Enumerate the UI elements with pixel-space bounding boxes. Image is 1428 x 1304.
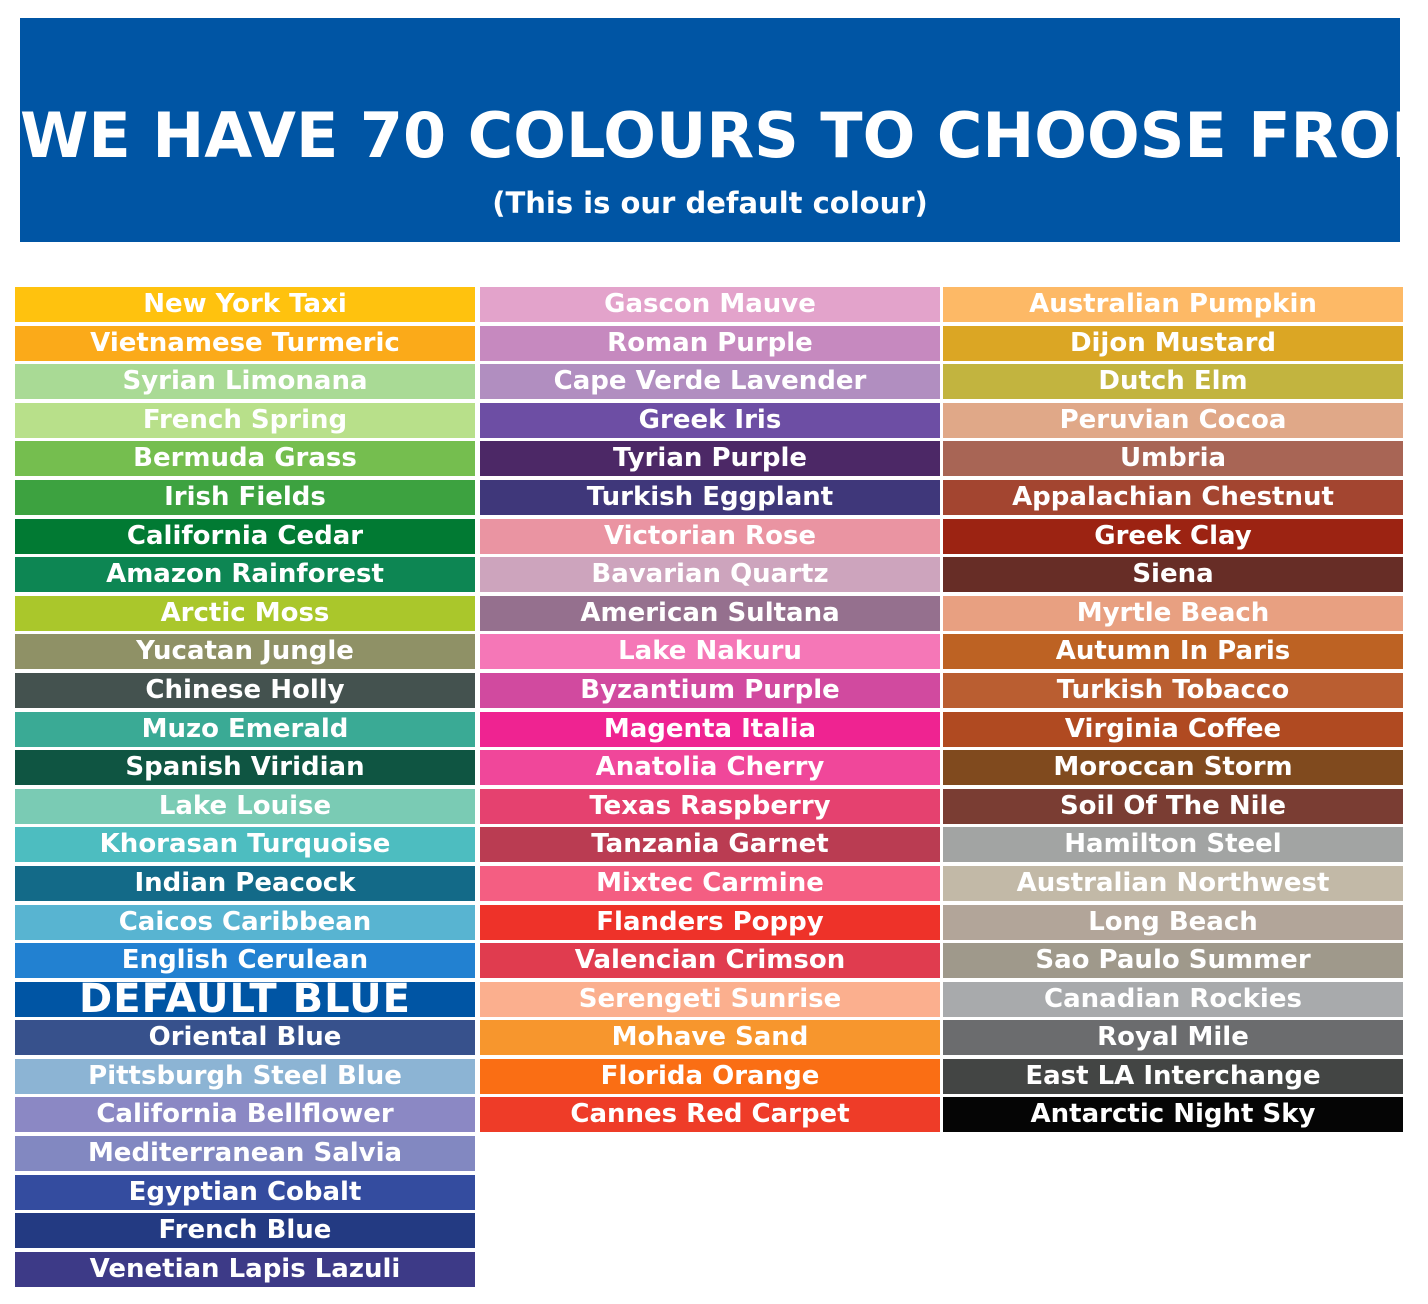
colour-swatch: Venetian Lapis Lazuli <box>15 1251 475 1287</box>
colour-swatch: Byzantium Purple <box>480 672 940 708</box>
header-banner: WE HAVE 70 COLOURS TO CHOOSE FROM! (This… <box>20 18 1428 242</box>
colour-swatch: Soil Of The Nile <box>943 788 1403 824</box>
colour-swatch: Syrian Limonana <box>15 364 475 400</box>
colour-swatch: Appalachian Chestnut <box>943 479 1403 515</box>
colour-swatch: Caicos Caribbean <box>15 904 475 940</box>
colour-swatch: California Bellflower <box>15 1097 475 1133</box>
colour-column-2: Gascon Mauve Roman Purple Cape Verde Laven… <box>480 287 940 1136</box>
colour-swatch: Long Beach <box>943 904 1403 940</box>
colour-swatch: Egyptian Cobalt <box>15 1174 475 1210</box>
colour-swatch: Sao Paulo Summer <box>943 943 1403 979</box>
colour-swatch: DEFAULT BLUE <box>15 981 475 1017</box>
colour-column-1: New York Taxi Vietnamese Turmeric Syrian L… <box>15 287 475 1290</box>
colour-swatch: Cape Verde Lavender <box>480 364 940 400</box>
colour-swatch: Yucatan Jungle <box>15 634 475 670</box>
colour-swatch: Bavarian Quartz <box>480 557 940 593</box>
colour-column-3: Australian Pumpkin Dijon Mustard Dutch Elm… <box>943 287 1403 1136</box>
colour-swatch: Virginia Coffee <box>943 711 1403 747</box>
colour-swatch: Turkish Eggplant <box>480 479 940 515</box>
colour-swatch: Canadian Rockies <box>943 981 1403 1017</box>
colour-swatch: Vietnamese Turmeric <box>15 325 475 361</box>
colour-swatch: Myrtle Beach <box>943 595 1403 631</box>
colour-swatch: Dijon Mustard <box>943 325 1403 361</box>
page-subtitle: (This is our default colour) <box>492 186 928 220</box>
colour-swatch: Umbria <box>943 441 1403 477</box>
colour-swatch: Antarctic Night Sky <box>943 1097 1403 1133</box>
colour-swatch: Pittsburgh Steel Blue <box>15 1058 475 1094</box>
colour-swatch: Turkish Tobacco <box>943 672 1403 708</box>
colour-swatch: Amazon Rainforest <box>15 557 475 593</box>
colour-swatch: Chinese Holly <box>15 672 475 708</box>
colour-swatch: Mixtec Carmine <box>480 865 940 901</box>
colour-swatch: Moroccan Storm <box>943 750 1403 786</box>
colour-swatch: Florida Orange <box>480 1058 940 1094</box>
colour-swatch: East LA Interchange <box>943 1058 1403 1094</box>
colour-swatch: Dutch Elm <box>943 364 1403 400</box>
colour-swatch: Victorian Rose <box>480 518 940 554</box>
colour-swatch: Indian Peacock <box>15 865 475 901</box>
colour-swatch: Autumn In Paris <box>943 634 1403 670</box>
colour-swatch: Magenta Italia <box>480 711 940 747</box>
colour-swatch: Arctic Moss <box>15 595 475 631</box>
colour-swatch: French Blue <box>15 1213 475 1249</box>
colour-swatch: Tyrian Purple <box>480 441 940 477</box>
colour-swatch: Mediterranean Salvia <box>15 1136 475 1172</box>
colour-swatch: Anatolia Cherry <box>480 750 940 786</box>
colour-swatch: English Cerulean <box>15 943 475 979</box>
colour-swatch: Greek Clay <box>943 518 1403 554</box>
colour-swatch: Lake Louise <box>15 788 475 824</box>
colour-swatch: French Spring <box>15 402 475 438</box>
colour-swatch: American Sultana <box>480 595 940 631</box>
colour-swatch: Australian Pumpkin <box>943 287 1403 322</box>
colour-swatch: Serengeti Sunrise <box>480 981 940 1017</box>
colour-swatch: Greek Iris <box>480 402 940 438</box>
colour-swatch: Tanzania Garnet <box>480 827 940 863</box>
colour-swatch: Cannes Red Carpet <box>480 1097 940 1133</box>
colour-swatch: Peruvian Cocoa <box>943 402 1403 438</box>
colour-swatch: Lake Nakuru <box>480 634 940 670</box>
colour-swatch: Oriental Blue <box>15 1020 475 1056</box>
colour-swatch: Australian Northwest <box>943 865 1403 901</box>
colour-swatch: Spanish Viridian <box>15 750 475 786</box>
colour-swatch: Siena <box>943 557 1403 593</box>
colour-swatch: Flanders Poppy <box>480 904 940 940</box>
page-title: WE HAVE 70 COLOURS TO CHOOSE FROM! <box>20 99 1428 172</box>
colour-swatch: Valencian Crimson <box>480 943 940 979</box>
colour-swatch: Gascon Mauve <box>480 287 940 322</box>
colour-swatch: Mohave Sand <box>480 1020 940 1056</box>
colour-swatch: California Cedar <box>15 518 475 554</box>
colour-swatch: Muzo Emerald <box>15 711 475 747</box>
colour-swatch: Roman Purple <box>480 325 940 361</box>
colour-swatch: Irish Fields <box>15 479 475 515</box>
colour-swatch: New York Taxi <box>15 287 475 322</box>
colour-swatch: Khorasan Turquoise <box>15 827 475 863</box>
colour-swatch: Bermuda Grass <box>15 441 475 477</box>
colour-swatch: Royal Mile <box>943 1020 1403 1056</box>
colour-swatch: Hamilton Steel <box>943 827 1403 863</box>
colour-swatch: Texas Raspberry <box>480 788 940 824</box>
